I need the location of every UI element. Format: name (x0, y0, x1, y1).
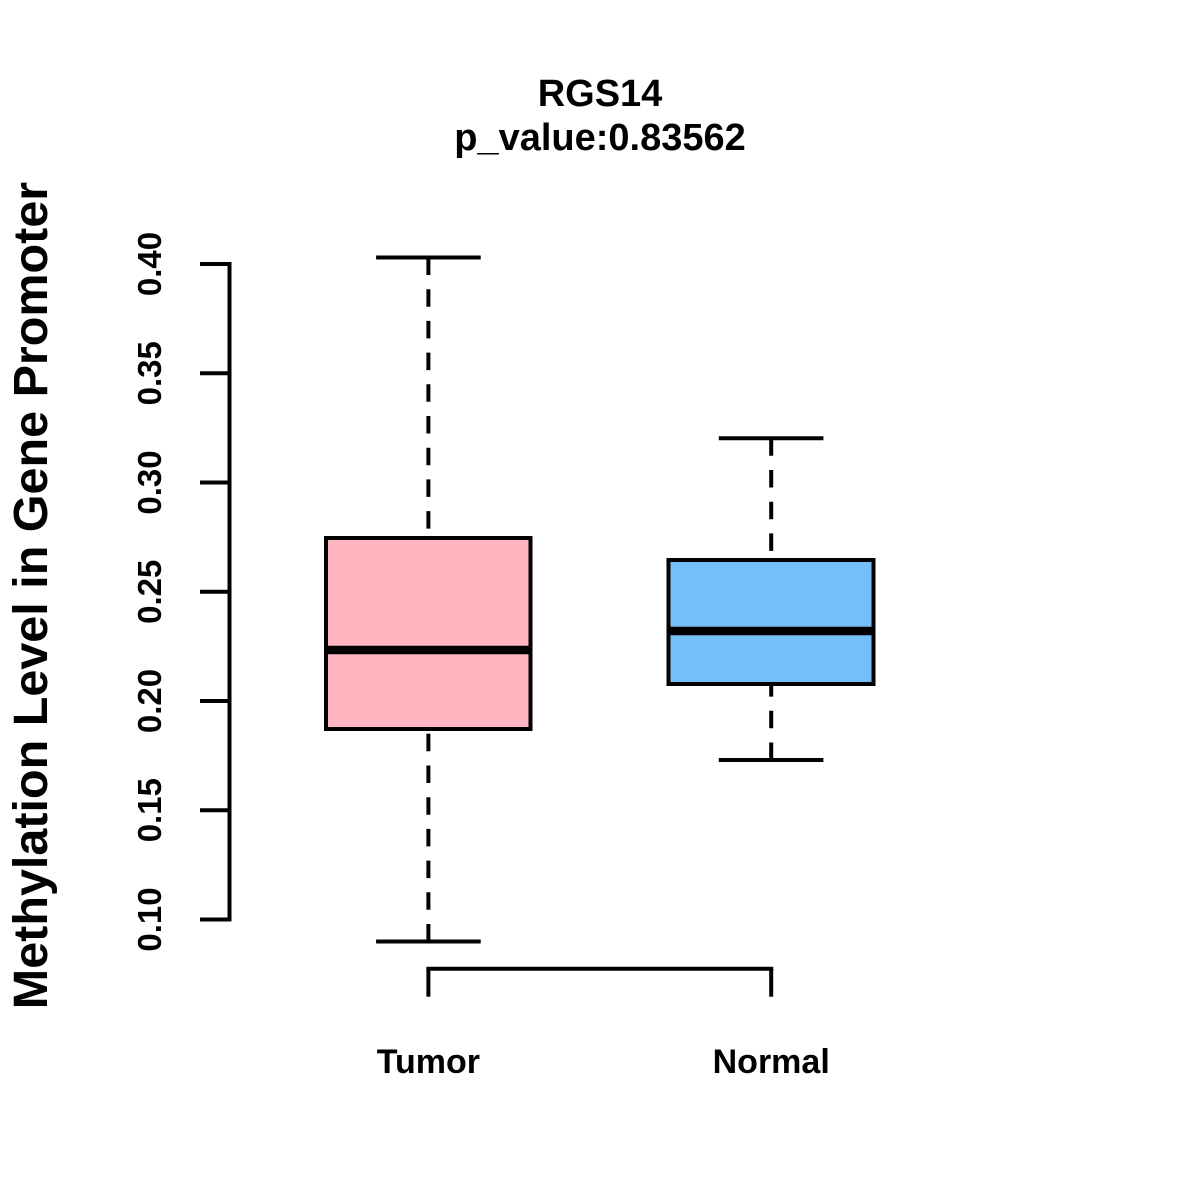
svg-text:0.35: 0.35 (131, 341, 168, 405)
svg-text:0.15: 0.15 (131, 778, 168, 842)
svg-text:Tumor: Tumor (377, 1043, 480, 1081)
svg-text:p_value:0.83562: p_value:0.83562 (454, 117, 746, 159)
svg-text:0.30: 0.30 (131, 450, 168, 514)
svg-text:RGS14: RGS14 (538, 73, 663, 115)
svg-text:Normal: Normal (713, 1043, 830, 1081)
svg-text:0.10: 0.10 (131, 887, 168, 951)
svg-text:0.40: 0.40 (131, 232, 168, 296)
svg-text:0.25: 0.25 (131, 560, 168, 624)
svg-text:0.20: 0.20 (131, 669, 168, 733)
svg-text:Methylation Level in Gene Prom: Methylation Level in Gene Promoter (4, 182, 58, 1009)
